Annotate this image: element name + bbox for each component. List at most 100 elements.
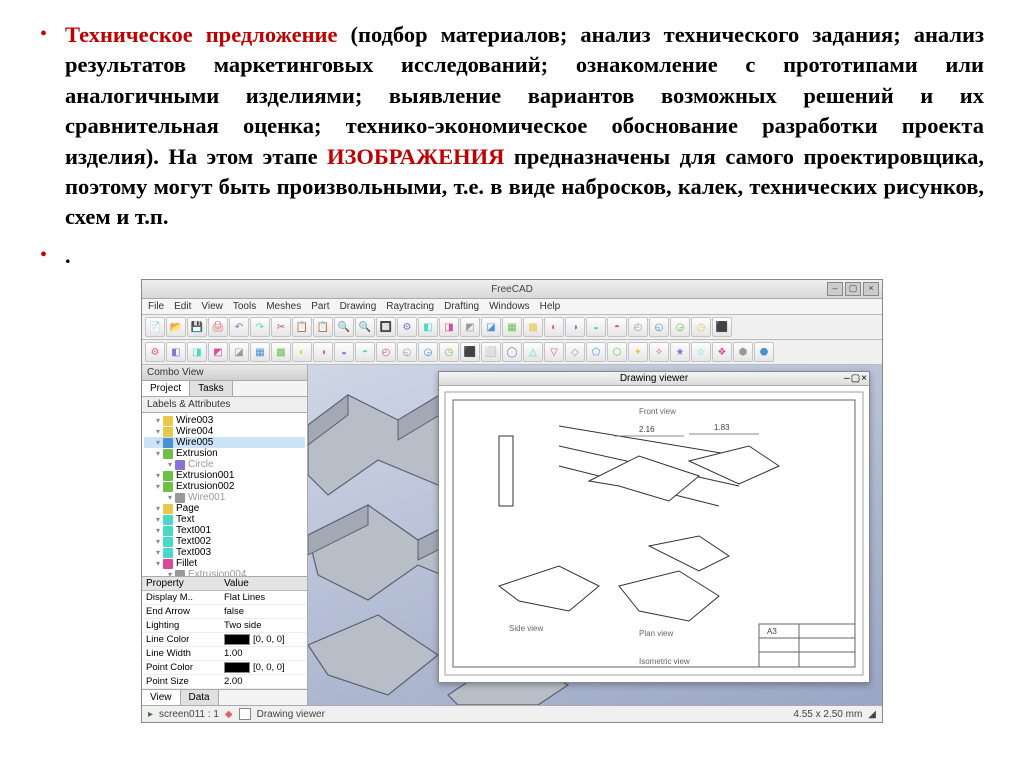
toolbar-button[interactable]: ◵ [649,317,669,337]
toolbar-button[interactable]: 📂 [166,317,186,337]
tree-item[interactable]: ▾Wire005 [144,437,305,448]
toolbar-button[interactable]: ▩ [271,342,291,362]
tree-item[interactable]: ▾Page [144,503,305,514]
toolbar-button[interactable]: ✧ [649,342,669,362]
toolbar-button[interactable]: ⚙ [145,342,165,362]
property-row[interactable]: Line Width1.00 [142,647,307,661]
toolbar-button[interactable]: ◩ [208,342,228,362]
toolbar-button[interactable]: ⚙ [397,317,417,337]
toolbar-button[interactable]: △ [523,342,543,362]
property-row[interactable]: LightingTwo side [142,619,307,633]
toolbar-button[interactable]: ✦ [628,342,648,362]
toolbar-button[interactable]: ◩ [460,317,480,337]
toolbar-button[interactable]: 💾 [187,317,207,337]
toolbar-button[interactable]: ◨ [439,317,459,337]
toolbar-button[interactable]: ◧ [166,342,186,362]
toolbar-button[interactable]: ◴ [376,342,396,362]
3d-viewport[interactable]: Drawing viewer – ▢ × [308,365,882,705]
menu-help[interactable]: Help [540,301,561,312]
toolbar-button[interactable]: ◪ [229,342,249,362]
toolbar-button[interactable]: ▦ [502,317,522,337]
toolbar-button[interactable]: ▽ [544,342,564,362]
tree-item[interactable]: ▾Text [144,514,305,525]
menu-edit[interactable]: Edit [174,301,191,312]
tree-item[interactable]: ▾Circle [144,459,305,470]
tab-view[interactable]: View [142,690,181,705]
dv-close-button[interactable]: × [861,373,867,384]
property-row[interactable]: Display M..Flat Lines [142,591,307,605]
toolbar-button[interactable]: ◶ [418,342,438,362]
toolbar-button[interactable]: ◧ [418,317,438,337]
toolbar-button[interactable]: ◷ [439,342,459,362]
tree-item[interactable]: ▾Extrusion001 [144,470,305,481]
toolbar-button[interactable]: ▩ [523,317,543,337]
tree-item[interactable]: ▾Wire003 [144,415,305,426]
toolbar-button[interactable]: ◓ [355,342,375,362]
toolbar-button[interactable]: 📄 [145,317,165,337]
close-button[interactable]: × [863,282,879,296]
toolbar-button[interactable]: ◶ [670,317,690,337]
property-row[interactable]: End Arrowfalse [142,605,307,619]
status-checkbox[interactable] [239,708,251,720]
toolbar-button[interactable]: ↷ [250,317,270,337]
toolbar-button[interactable]: 🖨 [208,317,228,337]
toolbar-button[interactable]: ◐ [292,342,312,362]
toolbar-button[interactable]: ⬛ [460,342,480,362]
toolbar-button[interactable]: ❖ [712,342,732,362]
tree-item[interactable]: ▾Text001 [144,525,305,536]
menu-drafting[interactable]: Drafting [444,301,479,312]
menu-part[interactable]: Part [311,301,329,312]
tree-item[interactable]: ▾Text002 [144,536,305,547]
toolbar-button[interactable]: ⬡ [607,342,627,362]
menu-raytracing[interactable]: Raytracing [386,301,434,312]
toolbar-button[interactable]: 📋 [313,317,333,337]
tab-tasks[interactable]: Tasks [190,381,233,396]
toolbar-button[interactable]: ★ [670,342,690,362]
toolbar-button[interactable]: 🔲 [376,317,396,337]
toolbar-button[interactable]: ↶ [229,317,249,337]
toolbar-button[interactable]: ◴ [628,317,648,337]
tab-data[interactable]: Data [181,690,219,705]
toolbar-button[interactable]: ◓ [607,317,627,337]
property-row[interactable]: Point Color[0, 0, 0] [142,661,307,675]
toolbar-button[interactable]: ◇ [565,342,585,362]
toolbar-button[interactable]: ⬣ [754,342,774,362]
toolbar-button[interactable]: ◒ [334,342,354,362]
toolbar-button[interactable]: ⬢ [733,342,753,362]
tree-item[interactable]: ▾Extrusion002 [144,481,305,492]
menu-meshes[interactable]: Meshes [266,301,301,312]
minimize-button[interactable]: – [827,282,843,296]
toolbar-button[interactable]: ◵ [397,342,417,362]
tree-item[interactable]: ▾Extrusion [144,448,305,459]
toolbar-button[interactable]: ◨ [187,342,207,362]
toolbar-button[interactable]: 🔍 [355,317,375,337]
tree-item[interactable]: ▾Text003 [144,547,305,558]
toolbar-button[interactable]: 📋 [292,317,312,337]
property-row[interactable]: Point Size2.00 [142,675,307,689]
toolbar-button[interactable]: ◐ [544,317,564,337]
tree-item[interactable]: ▾Wire004 [144,426,305,437]
maximize-button[interactable]: ▢ [845,282,861,296]
toolbar-button[interactable]: 🔍 [334,317,354,337]
toolbar-button[interactable]: ⬛ [712,317,732,337]
toolbar-button[interactable]: ◪ [481,317,501,337]
drawing-viewer-window[interactable]: Drawing viewer – ▢ × [438,371,870,683]
property-row[interactable]: Line Color[0, 0, 0] [142,633,307,647]
toolbar-button[interactable]: ☆ [691,342,711,362]
tree-item[interactable]: ▾Extrusion004 [144,569,305,576]
menu-drawing[interactable]: Drawing [340,301,377,312]
status-tab-2[interactable]: Drawing viewer [257,709,325,720]
dv-maximize-button[interactable]: ▢ [851,373,860,384]
toolbar-button[interactable]: ◑ [565,317,585,337]
menu-view[interactable]: View [201,301,223,312]
dv-minimize-button[interactable]: – [844,373,850,384]
toolbar-button[interactable]: ◒ [586,317,606,337]
toolbar-button[interactable]: ◷ [691,317,711,337]
menu-tools[interactable]: Tools [233,301,256,312]
toolbar-button[interactable]: ▦ [250,342,270,362]
tree-item[interactable]: ▾Fillet [144,558,305,569]
model-tree[interactable]: ▾Wire003▾Wire004▾Wire005▾Extrusion▾Circl… [142,413,307,576]
tree-item[interactable]: ▾Wire001 [144,492,305,503]
resize-grip-icon[interactable]: ◢ [868,709,876,720]
menu-windows[interactable]: Windows [489,301,530,312]
